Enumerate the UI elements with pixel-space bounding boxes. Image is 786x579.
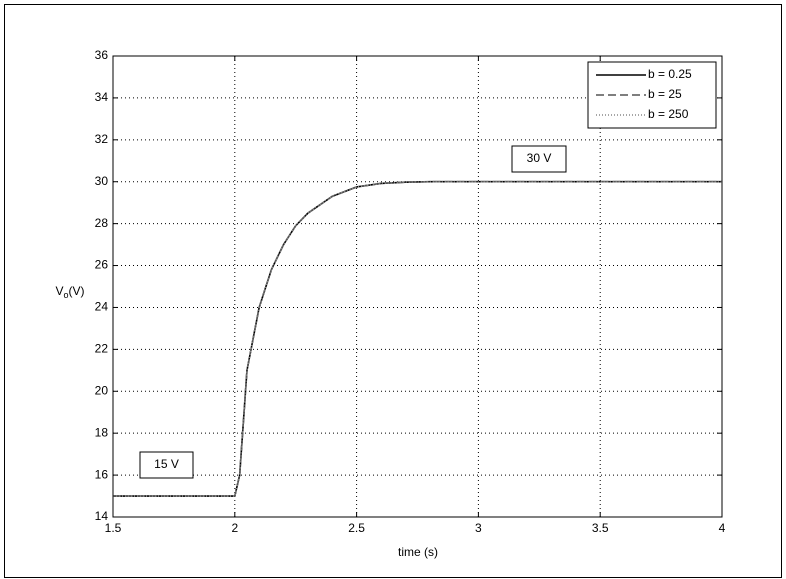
y-tick-label: 18 [95,425,109,439]
y-axis-label: Vo(V) [55,284,84,300]
x-tick-label: 1.5 [105,521,122,535]
y-tick-label: 26 [95,258,109,272]
legend-label: b = 0.25 [648,67,692,81]
x-tick-label: 4 [719,521,726,535]
x-tick-label: 2 [231,521,238,535]
y-tick-label: 28 [95,216,109,230]
legend-label: b = 25 [648,87,682,101]
y-label-main: V [55,284,63,298]
annotation: 30 V [527,151,552,165]
legend-label: b = 250 [648,107,689,121]
x-tick-label: 2.5 [348,521,365,535]
y-tick-label: 22 [95,342,109,356]
chart: time (s) Vo(V) 1416182022242628303234361… [0,0,786,579]
x-axis-label: time (s) [398,545,438,559]
y-tick-label: 34 [95,90,109,104]
x-tick-label: 3.5 [592,521,609,535]
y-tick-label: 32 [95,132,109,146]
x-tick-label: 3 [475,521,482,535]
y-tick-label: 16 [95,467,109,481]
y-tick-label: 20 [95,383,109,397]
y-tick-label: 36 [95,48,109,62]
y-tick-label: 30 [95,174,109,188]
y-label-unit: (V) [69,284,85,298]
y-tick-label: 24 [95,300,109,314]
annotation: 15 V [154,457,179,471]
